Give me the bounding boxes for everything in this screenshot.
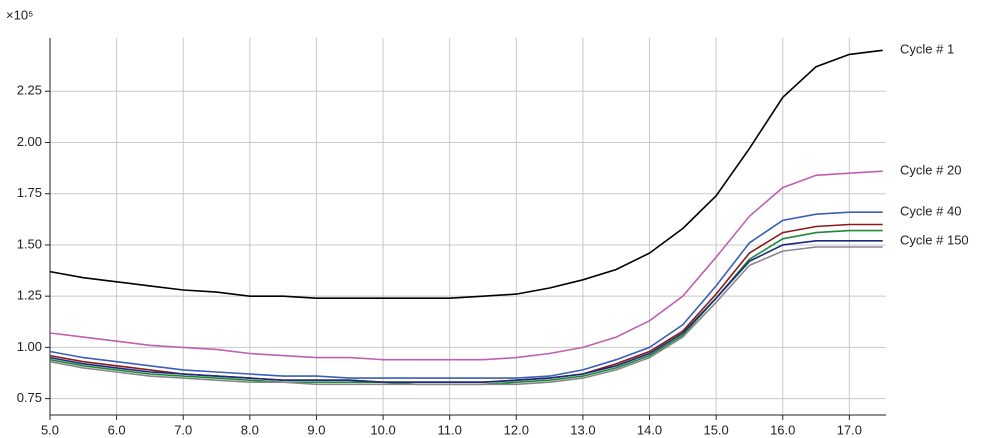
y-tick-label: 2.00 [17, 134, 42, 149]
x-tick-label: 6.0 [108, 422, 126, 437]
y-tick-label: 0.75 [17, 390, 42, 405]
x-tick-label: 14.0 [637, 422, 662, 437]
series-line [49, 170, 883, 361]
y-tick-label: 1.25 [17, 288, 42, 303]
y-tick-label: 2.25 [17, 83, 42, 98]
legend-label: Cycle # 1 [900, 42, 954, 57]
series-line [49, 211, 883, 379]
y-tick-label: 1.00 [17, 339, 42, 354]
x-tick-label: 16.0 [770, 422, 795, 437]
x-tick-label: 9.0 [307, 422, 325, 437]
x-tick-label: 13.0 [570, 422, 595, 437]
y-multiplier: ×10⁵ [6, 7, 33, 22]
series-line [49, 240, 883, 383]
series-line [49, 246, 883, 386]
x-tick-label: 17.0 [837, 422, 862, 437]
series-line [49, 223, 883, 383]
x-tick-label: 12.0 [504, 422, 529, 437]
legend-label: Cycle # 150 [900, 232, 969, 247]
x-tick-label: 7.0 [174, 422, 192, 437]
y-tick-label: 1.75 [17, 185, 42, 200]
legend-label: Cycle # 40 [900, 204, 961, 219]
series-line [49, 49, 883, 299]
x-tick-label: 11.0 [438, 422, 462, 437]
series-line [49, 229, 883, 386]
x-tick-label: 8.0 [241, 422, 259, 437]
y-tick-label: 1.50 [17, 236, 42, 251]
legend-label: Cycle # 20 [900, 163, 961, 178]
x-tick-label: 5.0 [41, 422, 59, 437]
x-tick-label: 15.0 [703, 422, 728, 437]
x-tick-label: 10.0 [370, 422, 395, 437]
